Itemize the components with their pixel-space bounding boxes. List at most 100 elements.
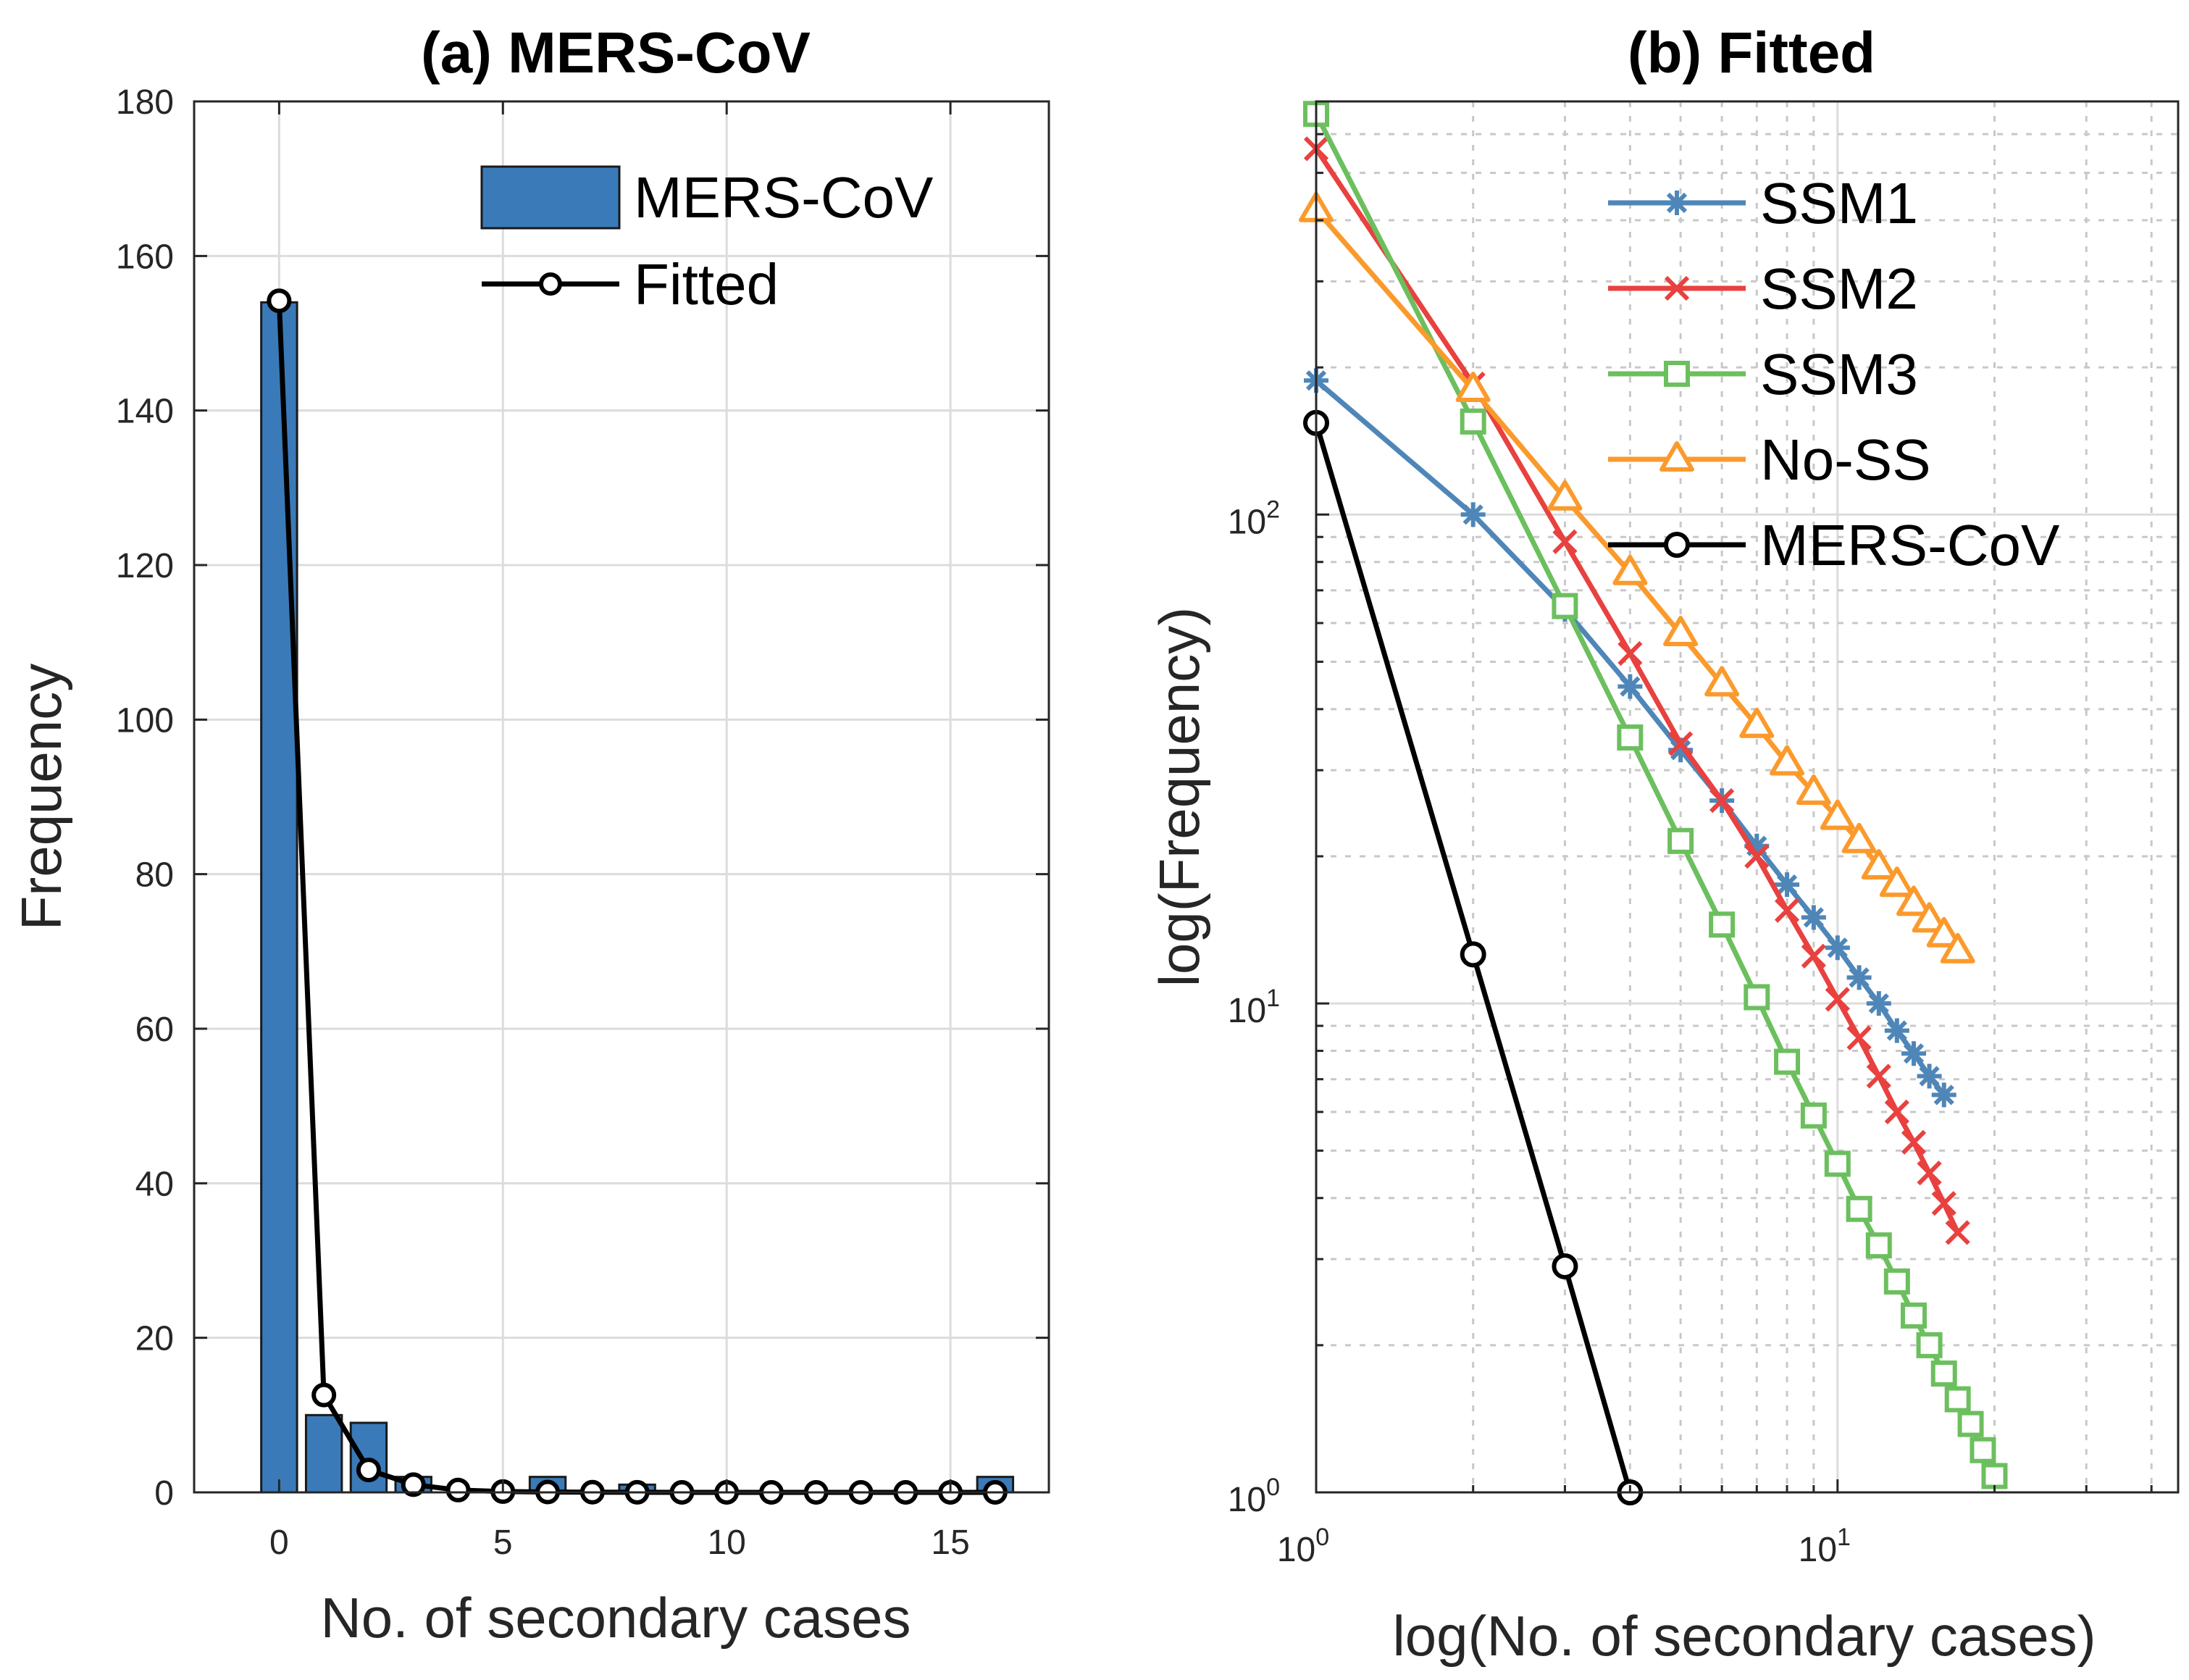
series-point	[1957, 1411, 1984, 1437]
legend-label: No-SS	[1760, 427, 1931, 492]
legend-label-fitted: Fitted	[634, 252, 779, 317]
fitted-point	[401, 1472, 426, 1497]
series-point	[1824, 1150, 1851, 1177]
x-tick-label: 0	[269, 1524, 289, 1562]
panel-a-bar-chart: (a) MERS-CoV 0 5 10 15 0 20 40 60 80 100 120 140 160…	[9, 20, 1050, 1650]
fitted-series-line	[276, 301, 995, 1495]
y-tick-label: 101	[1228, 985, 1280, 1030]
panel-b-loglog-chart: (b) Fitted 100 101 100 101 102 log(No. of se…	[1147, 20, 2180, 1668]
series-point	[1820, 799, 1855, 830]
fitted-point	[356, 1458, 381, 1483]
series-point	[1617, 674, 1643, 699]
series-point	[1617, 724, 1644, 751]
series-point	[1704, 666, 1740, 697]
legend-marker	[1664, 361, 1690, 387]
legend-fitted-marker	[539, 272, 562, 296]
series-point	[1981, 1463, 2008, 1489]
panel-a-grid	[194, 100, 1049, 1494]
series-point	[1900, 1302, 1927, 1329]
fitted-point	[445, 1477, 471, 1503]
y-tick-label: 80	[135, 856, 174, 895]
series-point	[1901, 1129, 1927, 1155]
series-point	[1709, 787, 1735, 814]
y-tick-label: 102	[1228, 496, 1280, 541]
series-point	[1455, 372, 1491, 403]
panel-b-legend: SSM1 SSM2 SSM3 No-SS MERS-CoV	[1608, 171, 2060, 577]
series-point	[1865, 1232, 1892, 1259]
legend-label: SSM3	[1760, 342, 1918, 406]
legend-label: SSM1	[1760, 171, 1918, 235]
series-point	[1668, 731, 1694, 756]
y-tick-label: 0	[154, 1474, 174, 1513]
panel-a-title: (a) MERS-CoV	[421, 20, 811, 85]
x-tick-label: 101	[1799, 1524, 1851, 1569]
y-tick-label: 20	[135, 1320, 174, 1358]
series-point	[1668, 737, 1694, 763]
series-point	[1917, 1161, 1942, 1186]
series-point	[1552, 529, 1578, 554]
series-point	[1841, 822, 1877, 853]
y-tick-label: 60	[135, 1011, 174, 1049]
series-point	[1884, 1018, 1909, 1043]
series-point	[1774, 1048, 1801, 1075]
series-point	[1846, 1025, 1872, 1050]
x-tick-label: 100	[1277, 1524, 1329, 1569]
legend-marker	[1664, 532, 1690, 558]
y-tick-label: 120	[116, 547, 174, 585]
panel-a-fitted-line	[267, 288, 1008, 1505]
series-point	[1739, 707, 1775, 738]
panel-a-xlabel: No. of secondary cases	[320, 1586, 911, 1650]
x-tick-label: 5	[493, 1524, 513, 1562]
series-point	[1663, 616, 1699, 647]
y-tick-label: 40	[135, 1165, 174, 1203]
series-point	[1861, 849, 1896, 880]
series-point	[1770, 745, 1805, 776]
bar	[304, 1413, 343, 1494]
series-point	[1884, 1099, 1909, 1124]
series-point	[1667, 827, 1694, 854]
series-point	[1846, 1195, 1872, 1222]
y-tick-label: 180	[116, 83, 174, 122]
series-point	[1901, 1041, 1926, 1066]
fitted-point	[311, 1382, 337, 1408]
x-tick-label: 15	[931, 1524, 969, 1562]
y-tick-label: 140	[116, 393, 174, 431]
legend-label: SSM2	[1760, 256, 1918, 321]
series-point	[1883, 1268, 1910, 1295]
series-point	[1931, 1190, 1956, 1216]
series-point	[1945, 1220, 1970, 1245]
legend-marker	[1665, 191, 1689, 215]
series-point	[1970, 1437, 1996, 1463]
legend-marker	[1664, 275, 1690, 301]
y-tick-label: 160	[116, 238, 174, 276]
series-point	[1896, 885, 1931, 916]
legend-label: MERS-CoV	[1760, 513, 2060, 577]
series-point	[1709, 911, 1736, 938]
series-point	[1926, 916, 1962, 948]
series-line	[1313, 422, 1633, 1493]
panel-b-grid	[1315, 100, 2178, 1494]
series-point	[1801, 943, 1826, 969]
series-point	[1800, 1102, 1827, 1129]
panel-b-xlabel: log(No. of secondary cases)	[1392, 1604, 2096, 1668]
series-point	[1460, 502, 1486, 527]
series-point	[1825, 987, 1850, 1012]
y-tick-label: 100	[1228, 1474, 1280, 1519]
series-point	[1774, 898, 1800, 923]
panel-a-axes-frame	[193, 100, 1050, 1494]
series-point	[1930, 1360, 1957, 1387]
y-tick-label: 100	[116, 701, 174, 740]
series-point	[1460, 408, 1486, 435]
panel-b-title: (b) Fitted	[1628, 20, 1875, 85]
series-ssm1	[1304, 368, 1956, 1108]
series-point	[1825, 935, 1850, 961]
fitted-point	[267, 288, 292, 314]
series-point	[1944, 1386, 1971, 1413]
series-point	[1801, 905, 1826, 930]
series-point	[1916, 1332, 1943, 1358]
panel-b-ylabel: log(Frequency)	[1147, 607, 1211, 987]
panel-a-bars	[260, 301, 1015, 1494]
series-point	[1552, 593, 1578, 619]
panel-b-axes-frame	[1315, 100, 2180, 1494]
